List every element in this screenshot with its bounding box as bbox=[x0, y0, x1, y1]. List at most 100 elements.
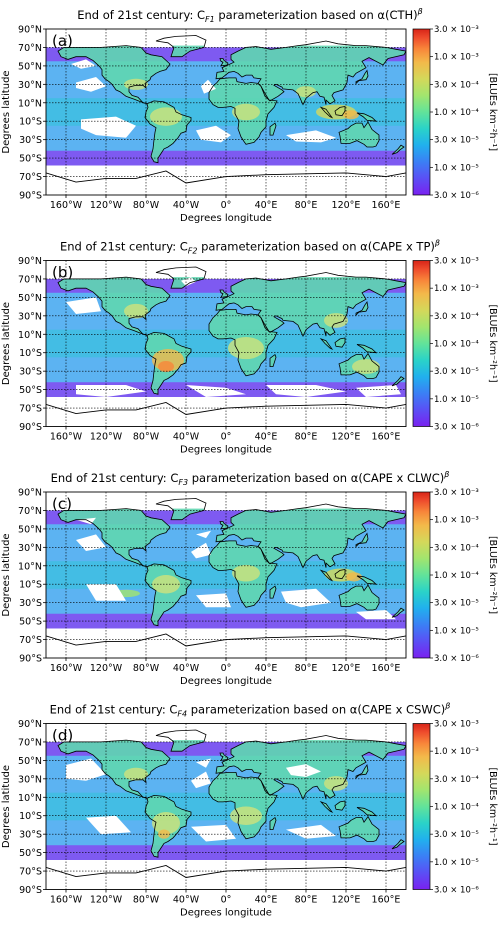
coastline-eurasia bbox=[215, 40, 406, 106]
colorbar-tick-label: 3.0 × 10⁻⁴ bbox=[434, 80, 479, 90]
land-australia bbox=[339, 585, 379, 610]
x-tick-label: 40°E bbox=[255, 432, 278, 443]
x-tick-label: 80°E bbox=[295, 432, 318, 443]
coastline-borneo bbox=[334, 569, 346, 580]
colorbar-tick-label: 3.0 × 10⁻⁶ bbox=[434, 191, 479, 201]
coastline-eurasia bbox=[215, 503, 406, 569]
coastline-australia bbox=[338, 584, 380, 611]
below-range-region bbox=[81, 116, 136, 138]
colorbar bbox=[412, 723, 431, 890]
x-tick-label: 40°W bbox=[173, 663, 200, 674]
land-borneo bbox=[335, 338, 345, 348]
coastline-northAmerica bbox=[57, 508, 171, 568]
polar-blank-south bbox=[46, 398, 406, 427]
coastline-australia bbox=[338, 352, 380, 379]
x-tick-label: 40°W bbox=[173, 200, 200, 211]
colorbar-tick-label: 1.0 × 10⁻⁴ bbox=[434, 340, 479, 350]
colorbar-label: [BLUEs km⁻²h⁻¹] bbox=[487, 73, 498, 151]
chart-panel-d: End of 21st century: CF4 parameterizatio… bbox=[1, 702, 498, 919]
coastline-sumatra bbox=[319, 569, 334, 582]
coastline-newzealand bbox=[391, 839, 405, 850]
y-axis-label: Degrees latitude bbox=[1, 533, 12, 616]
y-tick-label: 30°S bbox=[19, 135, 42, 146]
below-range-region bbox=[191, 771, 211, 789]
y-tick-label: 50°N bbox=[18, 756, 42, 767]
y-tick-label: 90°S bbox=[19, 885, 42, 896]
coastline-madagascar bbox=[269, 353, 277, 368]
x-tick-label: 0° bbox=[221, 200, 232, 211]
y-tick-label: 10°S bbox=[19, 348, 42, 359]
y-tick-label: 70°S bbox=[19, 867, 42, 878]
colorbar-tick-label: 1.0 × 10⁻⁵ bbox=[434, 395, 479, 405]
y-tick-label: 30°S bbox=[19, 598, 42, 609]
x-tick-label: 120°E bbox=[332, 895, 361, 906]
coastline-borneo bbox=[334, 106, 346, 117]
coastline-southAmerica bbox=[144, 100, 192, 164]
land-sumatra bbox=[321, 338, 332, 349]
x-tick-label: 40°E bbox=[255, 200, 278, 211]
colorbar-tick-label: 1.0 × 10⁻⁵ bbox=[434, 626, 479, 636]
coastline-eurasia bbox=[215, 735, 406, 801]
land-australia bbox=[339, 122, 379, 147]
coastline-australia bbox=[338, 121, 380, 148]
colorbar-tick-label: 1.0 × 10⁻⁵ bbox=[434, 163, 479, 173]
chart-title: End of 21st century: CF3 parameterizatio… bbox=[51, 470, 450, 487]
y-tick-label: 70°N bbox=[18, 737, 42, 748]
x-tick-label: 120°E bbox=[332, 432, 361, 443]
x-tick-label: 160°E bbox=[372, 895, 401, 906]
x-tick-label: 120°W bbox=[90, 432, 123, 443]
x-tick-label: 160°E bbox=[372, 432, 401, 443]
colorbar bbox=[412, 28, 431, 196]
land-eurasia bbox=[216, 41, 406, 105]
chart-title: End of 21st century: CF2 parameterizatio… bbox=[60, 239, 440, 256]
y-axis-label: Degrees latitude bbox=[1, 302, 12, 385]
map-area bbox=[46, 260, 406, 427]
y-tick-label: 70°S bbox=[19, 404, 42, 415]
x-tick-label: 160°E bbox=[372, 663, 401, 674]
polar-blank-north bbox=[46, 260, 406, 278]
y-tick-label: 10°S bbox=[19, 811, 42, 822]
y-tick-label: 90°N bbox=[18, 256, 42, 267]
x-axis-label: Degrees longitude bbox=[180, 676, 272, 687]
x-tick-label: 40°E bbox=[255, 663, 278, 674]
intensity-region bbox=[324, 776, 348, 791]
below-range-region bbox=[191, 542, 211, 559]
below-range-region bbox=[181, 277, 196, 287]
land-eurasia bbox=[216, 504, 406, 568]
land-eurasia bbox=[216, 272, 406, 337]
coastline-uk bbox=[219, 521, 229, 530]
coastline-madagascar bbox=[269, 816, 277, 830]
coastline-borneo bbox=[334, 800, 346, 811]
chart-title: End of 21st century: CF4 parameterizatio… bbox=[50, 702, 451, 719]
x-tick-label: 0° bbox=[221, 432, 232, 443]
x-tick-label: 120°W bbox=[90, 895, 123, 906]
y-tick-label: 70°S bbox=[19, 172, 42, 183]
y-tick-label: 10°S bbox=[19, 580, 42, 591]
coastline-uk bbox=[219, 289, 229, 298]
colorbar bbox=[412, 491, 431, 659]
below-range-region bbox=[196, 758, 211, 768]
coastline-uk bbox=[219, 58, 229, 67]
coastline-madagascar bbox=[269, 122, 277, 136]
land-sumatra bbox=[321, 801, 332, 812]
x-tick-label: 40°W bbox=[173, 895, 200, 906]
polar-blank-north bbox=[46, 29, 406, 46]
colorbar-label: [BLUEs km⁻²h⁻¹] bbox=[487, 536, 498, 614]
y-tick-label: 30°N bbox=[18, 311, 42, 322]
coastline-japan bbox=[355, 300, 369, 316]
colorbar-tick-label: 1.0 × 10⁻⁴ bbox=[434, 108, 479, 118]
y-tick-label: 70°N bbox=[18, 506, 42, 517]
polar-blank-south bbox=[46, 861, 406, 890]
coastline-northAmerica bbox=[57, 45, 171, 105]
y-tick-label: 50°N bbox=[18, 524, 42, 535]
x-tick-label: 40°W bbox=[173, 432, 200, 443]
x-tick-label: 120°E bbox=[332, 663, 361, 674]
coastline-antarctica bbox=[46, 170, 406, 184]
y-tick-label: 10°N bbox=[18, 98, 42, 109]
y-tick-label: 90°N bbox=[18, 719, 42, 730]
below-range-region bbox=[191, 824, 236, 842]
intensity-region bbox=[343, 110, 359, 120]
y-tick-label: 90°S bbox=[19, 422, 42, 433]
panel-label: (c) bbox=[52, 495, 72, 513]
below-range-region bbox=[356, 385, 401, 397]
